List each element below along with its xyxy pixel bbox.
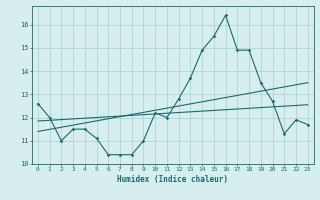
X-axis label: Humidex (Indice chaleur): Humidex (Indice chaleur)	[117, 175, 228, 184]
